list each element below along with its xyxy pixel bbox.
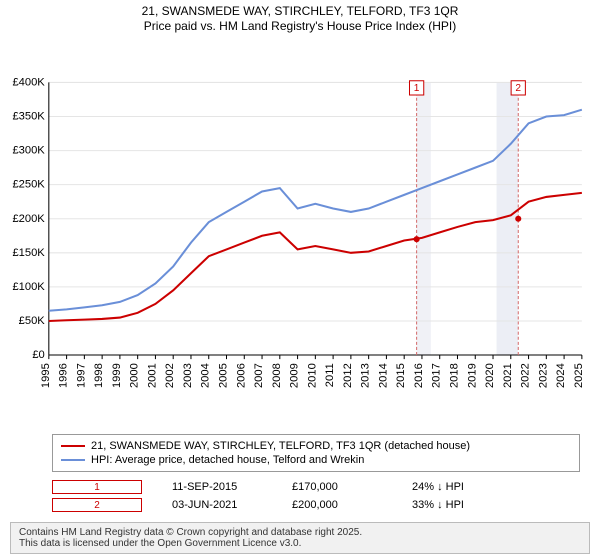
legend-swatch bbox=[61, 445, 85, 447]
svg-text:£200K: £200K bbox=[12, 213, 45, 225]
svg-text:1997: 1997 bbox=[75, 363, 87, 388]
svg-text:2018: 2018 bbox=[448, 363, 460, 388]
svg-text:2013: 2013 bbox=[360, 363, 372, 388]
svg-text:£0: £0 bbox=[32, 349, 44, 361]
legend-swatch bbox=[61, 459, 85, 461]
svg-text:2015: 2015 bbox=[395, 363, 407, 388]
svg-text:2025: 2025 bbox=[573, 363, 585, 388]
legend-label: HPI: Average price, detached house, Telf… bbox=[91, 454, 364, 466]
svg-text:2016: 2016 bbox=[413, 363, 425, 388]
svg-text:2011: 2011 bbox=[324, 363, 336, 387]
legend-label: 21, SWANSMEDE WAY, STIRCHLEY, TELFORD, T… bbox=[91, 440, 470, 452]
svg-text:2024: 2024 bbox=[555, 363, 567, 388]
svg-text:1998: 1998 bbox=[93, 363, 105, 388]
svg-text:2005: 2005 bbox=[218, 363, 230, 388]
marker-table: 1 11-SEP-2015 £170,000 24% ↓ HPI 2 03-JUN-202… bbox=[52, 478, 580, 514]
line-chart: £0 £50K £100K £150K £200K £250K £300K £350K £400… bbox=[0, 38, 590, 430]
svg-text:2010: 2010 bbox=[306, 363, 318, 388]
svg-text:2004: 2004 bbox=[200, 363, 212, 388]
svg-text:£50K: £50K bbox=[19, 315, 46, 327]
svg-text:2012: 2012 bbox=[342, 363, 354, 388]
footer-line2: This data is licensed under the Open Gov… bbox=[19, 538, 581, 549]
marker-badge: 2 bbox=[52, 498, 142, 512]
svg-text:£250K: £250K bbox=[12, 179, 45, 191]
svg-text:2007: 2007 bbox=[253, 363, 265, 388]
svg-text:2: 2 bbox=[515, 83, 521, 94]
svg-text:£400K: £400K bbox=[12, 76, 45, 88]
svg-text:1996: 1996 bbox=[58, 363, 70, 388]
svg-text:2003: 2003 bbox=[182, 363, 194, 388]
svg-text:2001: 2001 bbox=[146, 363, 158, 388]
legend: 21, SWANSMEDE WAY, STIRCHLEY, TELFORD, T… bbox=[52, 434, 580, 472]
svg-text:2002: 2002 bbox=[164, 363, 176, 388]
svg-text:2008: 2008 bbox=[271, 363, 283, 388]
svg-text:£150K: £150K bbox=[12, 247, 45, 259]
chart-title-address: 21, SWANSMEDE WAY, STIRCHLEY, TELFORD, T… bbox=[8, 4, 592, 19]
marker-delta: 33% ↓ HPI bbox=[412, 499, 502, 511]
svg-text:£100K: £100K bbox=[12, 281, 45, 293]
svg-text:£300K: £300K bbox=[12, 145, 45, 157]
svg-text:2017: 2017 bbox=[431, 363, 443, 388]
marker-delta: 24% ↓ HPI bbox=[412, 481, 502, 493]
svg-text:£350K: £350K bbox=[12, 111, 45, 123]
marker-row: 2 03-JUN-2021 £200,000 33% ↓ HPI bbox=[52, 496, 580, 514]
chart-plot-area: £0 £50K £100K £150K £200K £250K £300K £350K £400… bbox=[0, 38, 590, 430]
chart-title-block: 21, SWANSMEDE WAY, STIRCHLEY, TELFORD, T… bbox=[0, 0, 600, 36]
marker-badge: 1 bbox=[52, 480, 142, 494]
marker-date: 11-SEP-2015 bbox=[172, 481, 262, 493]
svg-text:2014: 2014 bbox=[377, 363, 389, 388]
marker-row: 1 11-SEP-2015 £170,000 24% ↓ HPI bbox=[52, 478, 580, 496]
svg-text:2006: 2006 bbox=[235, 363, 247, 388]
svg-text:2022: 2022 bbox=[520, 363, 532, 388]
svg-text:2021: 2021 bbox=[502, 363, 514, 388]
marker-price: £200,000 bbox=[292, 499, 382, 511]
marker-price: £170,000 bbox=[292, 481, 382, 493]
svg-text:2009: 2009 bbox=[289, 363, 301, 388]
svg-text:2020: 2020 bbox=[484, 363, 496, 388]
footer-line1: Contains HM Land Registry data © Crown c… bbox=[19, 527, 581, 538]
legend-row: 21, SWANSMEDE WAY, STIRCHLEY, TELFORD, T… bbox=[61, 439, 571, 453]
svg-text:2000: 2000 bbox=[129, 363, 141, 388]
svg-text:1999: 1999 bbox=[111, 363, 123, 388]
svg-text:2019: 2019 bbox=[466, 363, 478, 388]
svg-text:1995: 1995 bbox=[40, 363, 52, 388]
footer-attribution: Contains HM Land Registry data © Crown c… bbox=[10, 522, 590, 554]
chart-title-sub: Price paid vs. HM Land Registry's House … bbox=[8, 19, 592, 34]
marker-date: 03-JUN-2021 bbox=[172, 499, 262, 511]
svg-text:2023: 2023 bbox=[537, 363, 549, 388]
svg-text:1: 1 bbox=[414, 83, 420, 94]
legend-row: HPI: Average price, detached house, Telf… bbox=[61, 453, 571, 467]
